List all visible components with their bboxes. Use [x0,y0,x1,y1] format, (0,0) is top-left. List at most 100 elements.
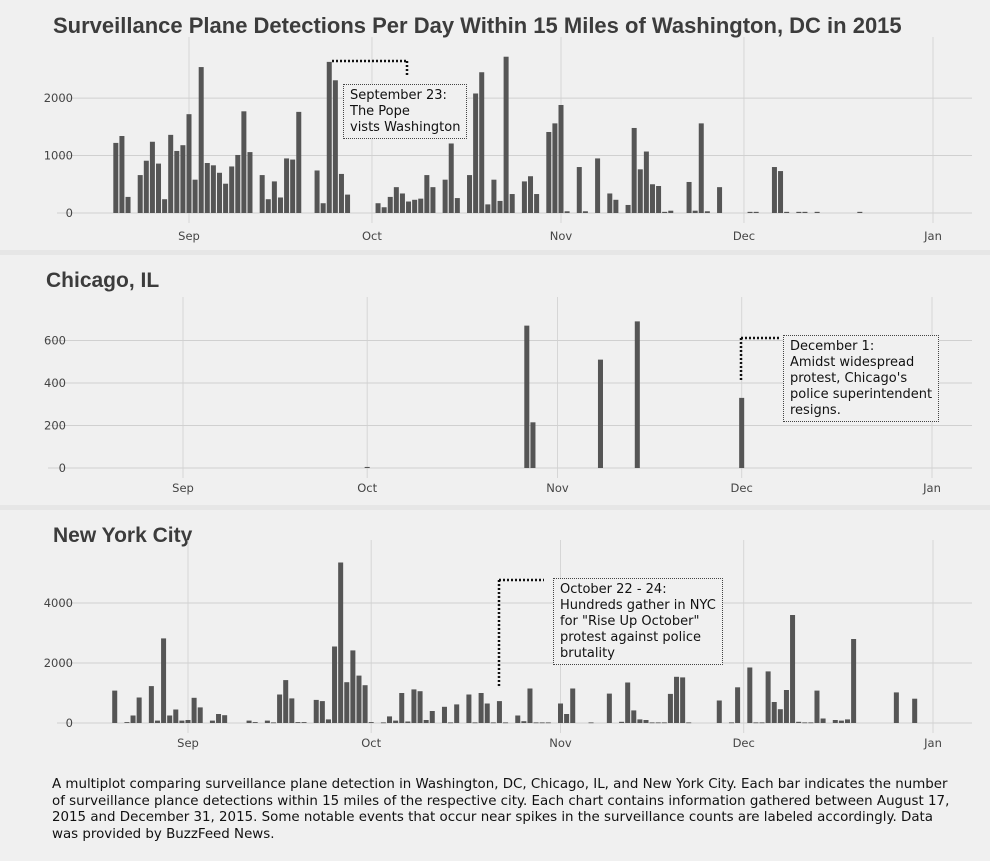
nyc-bar [619,721,625,723]
nyc-annotation-line-5: brutality [560,646,615,661]
dc-bar [613,199,619,213]
chicago-annotation-line-3: protest, Chicago's [790,371,908,386]
dc-bars [113,56,863,214]
nyc-bar [759,722,765,724]
dc-bar [314,170,320,213]
nyc-bar [124,722,130,723]
dc-bar [277,197,283,213]
nyc-bars [112,562,918,724]
dc-bar [576,167,582,213]
nyc-bar [558,703,564,723]
nyc-bar [173,709,179,723]
dc-bar [552,123,558,213]
dc-bar [625,204,631,213]
chicago-chart-title: Chicago, IL [46,269,160,292]
dc-bar [631,127,637,213]
nyc-bar [411,689,417,723]
dc-bar [113,142,119,213]
dc-bar [595,158,601,213]
chicago-annotation-line-1: December 1: [790,339,875,354]
dc-bar [156,163,162,213]
dc-bar [216,172,222,213]
nyc-bar [429,711,435,723]
dc-xtick-label: Dec [733,229,755,243]
dc-bar [717,187,723,213]
nyc-bar [808,722,814,724]
dc-bar [637,169,643,213]
dc-bar [503,56,509,213]
nyc-bar [399,693,405,723]
dc-bar [802,211,808,213]
nyc-bar [588,722,594,724]
nyc-bar [222,715,228,723]
dc-bar [692,210,698,213]
dc-bar [210,165,216,213]
nyc-bar [417,691,423,723]
dc-bar [784,211,790,213]
nyc-bar [686,722,692,724]
dc-chart-title: Surveillance Plane Detections Per Day Wi… [53,13,902,38]
nyc-bar [387,716,393,723]
dc-bar [399,193,405,213]
dc-bar [381,207,387,213]
dc-bar [430,187,436,213]
dc-bar [338,173,344,213]
nyc-bar [197,707,203,723]
nyc-bar [246,720,252,723]
dc-bar [509,194,515,213]
nyc-bar [735,687,741,723]
nyc-bar [490,722,496,724]
chicago-bar [524,325,530,469]
dc-bar [180,145,186,213]
dc-bar [375,203,381,213]
dc-bar [259,175,265,213]
nyc-bar [362,685,368,723]
dc-bar [479,72,485,214]
nyc-bar [802,722,808,724]
dc-bar [656,186,662,213]
nyc-bar [680,677,686,723]
nyc-bar [393,720,399,723]
nyc-bar [606,693,612,723]
chicago-xtick-label: Oct [357,481,377,495]
nyc-bar [716,700,722,723]
dc-ytick-label: 1000 [44,149,73,163]
nyc-bar [289,698,295,723]
nyc-bar [545,722,551,724]
nyc-bar [264,720,270,723]
nyc-bar [484,703,490,723]
dc-bar [473,93,479,213]
dc-bar [454,198,460,213]
nyc-bar [643,720,649,723]
nyc-bar [820,718,826,723]
dc-bar [326,61,332,213]
chicago-ytick-label: 0 [59,461,66,475]
nyc-bar [478,693,484,723]
dc-bar [174,150,180,213]
dc-bar [771,167,777,213]
dc-bar [235,154,241,213]
nyc-bar [539,722,545,724]
nyc-bar [344,682,350,723]
dc-bar [649,184,655,213]
nyc-xtick-label: Jan [923,736,942,750]
nyc-annotation-line-2: Hundreds gather in NYC [560,598,716,613]
dc-bar [296,111,302,213]
dc-bar [320,203,326,213]
chicago-bar [739,397,745,469]
chicago-annotation-box: December 1: Amidst widespread protest, C… [783,335,940,422]
chicago-ytick-label: 200 [44,419,66,433]
nyc-bar [637,719,643,723]
nyc-bar [441,706,447,723]
nyc-bar [350,650,356,723]
nyc-bar [368,722,374,723]
dc-bar [442,179,448,213]
nyc-bar [747,667,753,723]
nyc-xtick-label: Dec [733,736,755,750]
dc-bar [534,194,540,213]
nyc-annotation-line-4: protest against police [560,630,701,645]
dc-bar [491,179,497,213]
nyc-bar [136,697,142,723]
nyc-bar [533,722,539,724]
nyc-bar [496,701,502,723]
